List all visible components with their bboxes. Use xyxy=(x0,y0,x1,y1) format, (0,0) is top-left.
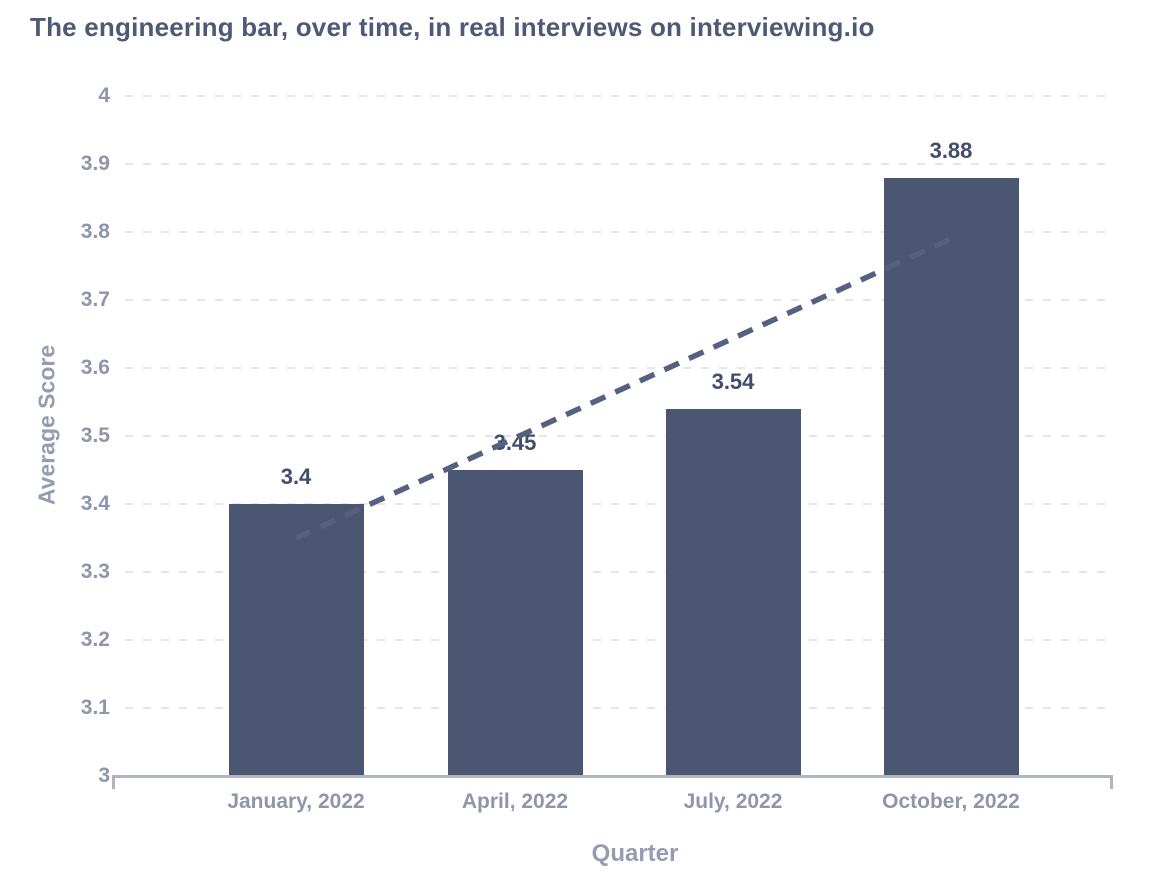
bar-value-label: 3.4 xyxy=(280,464,312,489)
chart-title: The engineering bar, over time, in real … xyxy=(30,12,875,42)
bar-january-2022 xyxy=(228,504,364,775)
gridline xyxy=(125,639,1113,641)
x-tick-label: October, 2022 xyxy=(882,790,1020,813)
y-tick-label: 3 xyxy=(98,764,110,787)
x-tick-label: January, 2022 xyxy=(227,790,365,813)
gridline xyxy=(125,163,1113,165)
bar-july-2022 xyxy=(665,408,801,775)
bar-october-2022 xyxy=(883,177,1019,775)
x-axis-left-cap xyxy=(112,775,115,789)
y-tick-label: 3.6 xyxy=(80,356,110,379)
y-tick-label: 3.8 xyxy=(80,220,110,243)
y-tick-label: 3.4 xyxy=(80,492,110,515)
y-tick-label: 4 xyxy=(98,84,110,107)
y-tick-label: 3.7 xyxy=(80,288,110,311)
x-tick-label: July, 2022 xyxy=(683,790,783,813)
y-tick-label: 3.5 xyxy=(80,424,110,447)
bar-value-label: 3.45 xyxy=(493,430,537,455)
y-tick-label: 3.3 xyxy=(80,560,110,583)
bar-value-label: 3.88 xyxy=(929,137,973,163)
x-axis-title: Quarter xyxy=(591,840,679,867)
x-tick-label: April, 2022 xyxy=(461,790,569,813)
bar-value-label: 3.54 xyxy=(711,368,755,394)
gridline xyxy=(125,231,1113,233)
y-tick-label: 3.2 xyxy=(80,628,110,651)
gridline xyxy=(125,707,1113,709)
gridline xyxy=(125,95,1113,97)
x-axis-right-cap xyxy=(1110,775,1113,789)
x-axis-line xyxy=(112,775,1113,778)
gridline xyxy=(125,571,1113,573)
y-tick-label: 3.1 xyxy=(80,696,110,719)
y-tick-label: 3.9 xyxy=(80,152,110,175)
bar-april-2022 xyxy=(447,470,583,775)
